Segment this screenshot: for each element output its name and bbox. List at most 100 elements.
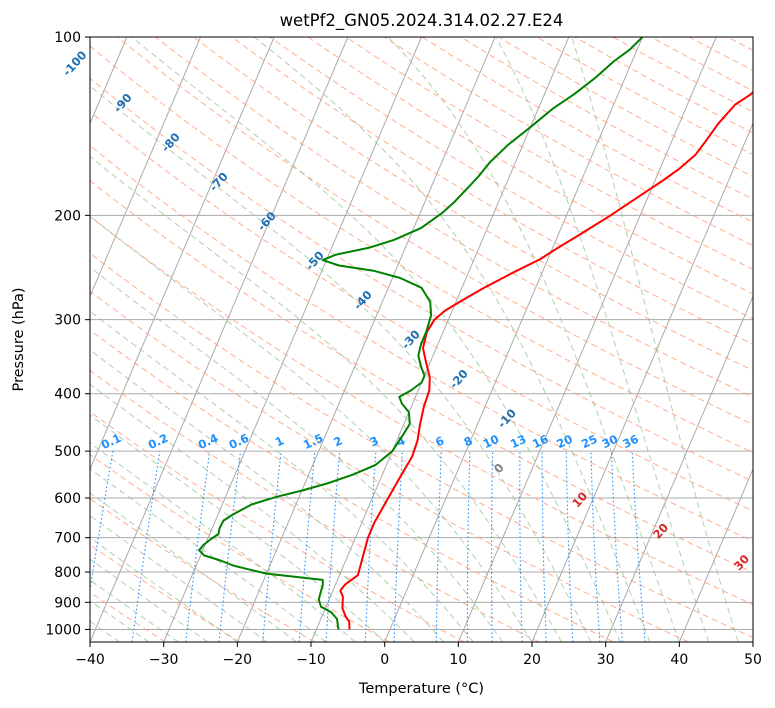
mixing-ratio-label: 6	[433, 433, 446, 449]
dry-adiabat-line	[307, 37, 753, 295]
mixing-ratio-label: 1	[273, 433, 286, 449]
isotherm-line	[310, 37, 570, 642]
y-tick-label: 600	[54, 491, 81, 507]
dry-adiabat-label: -10	[495, 406, 519, 431]
dry-adiabat-line	[90, 369, 540, 642]
mixing-ratio-label: 0.4	[196, 431, 220, 452]
x-tick-label: −10	[296, 652, 326, 668]
plot-frame	[89, 36, 754, 643]
x-tick-label: 50	[744, 652, 762, 668]
mixing-ratio-line	[631, 451, 646, 642]
dry-adiabat-label: -20	[447, 367, 471, 392]
mixing-ratio-line	[298, 451, 316, 642]
dry-adiabat-line	[90, 498, 315, 642]
mixing-ratio-label: 0.6	[227, 431, 251, 452]
dry-adiabat-line	[90, 45, 753, 454]
moist-adiabat-line	[90, 266, 503, 642]
x-tick-label: 30	[597, 652, 615, 668]
mixing-ratio-line	[0, 451, 15, 642]
dry-adiabat-line	[574, 37, 753, 134]
mixing-ratio-line	[185, 451, 211, 642]
moist-adiabat-label: 10	[569, 489, 590, 510]
mixing-ratio-label: 16	[530, 432, 550, 451]
mixing-ratio-line	[565, 451, 574, 642]
isotherm-line	[90, 37, 201, 298]
dry-adiabat-line	[90, 252, 753, 639]
mixing-ratio-label: 30	[600, 432, 620, 451]
mixing-ratio-line	[490, 451, 494, 642]
dry-adiabat-line	[231, 37, 753, 345]
moist-adiabat-line	[253, 37, 651, 642]
mixing-ratio-line	[466, 451, 471, 642]
dry-adiabat-line	[90, 215, 753, 606]
moist-adiabat-label: 0	[491, 461, 507, 476]
moist-adiabat-line	[90, 349, 444, 642]
isotherm-line	[90, 37, 275, 471]
moist-adiabat-line	[90, 492, 297, 642]
x-axis: −40 −30 −20 −10 0 10 20 30 40 50	[75, 642, 762, 668]
isotherm-line	[90, 37, 349, 642]
x-tick-label: 0	[380, 652, 389, 668]
mixing-ratio-label: 1.5	[301, 431, 325, 452]
dry-adiabat-label: -100	[60, 48, 90, 79]
moist-adiabat-line	[387, 37, 680, 642]
profile-lines	[198, 37, 753, 630]
moist-adiabat-label: 20	[650, 520, 671, 541]
line-labels: 0.1 0.2 0.4 0.6 1 1.5 2 3 4 6 8 10 13 16 20 25 30 36-100-…	[60, 48, 752, 573]
moist-adiabat-line	[495, 37, 710, 642]
moist-adiabat-label: 30	[731, 552, 752, 573]
dry-adiabat-line	[155, 37, 753, 398]
dewpoint-profile-line	[198, 37, 644, 630]
mixing-ratio-line	[590, 451, 601, 642]
mixing-ratio-label: 25	[579, 432, 599, 451]
dry-adiabat-label: -70	[207, 169, 231, 194]
x-tick-label: −30	[149, 652, 179, 668]
mixing-ratio-line	[131, 451, 161, 642]
isotherm-line	[236, 37, 496, 642]
y-tick-label: 400	[54, 387, 81, 403]
moist-adiabat-line	[90, 414, 386, 642]
x-tick-label: 20	[523, 652, 541, 668]
y-tick-label: 100	[54, 30, 81, 46]
moist-adiabat-line	[90, 310, 474, 642]
dry-adiabat-line	[90, 111, 753, 512]
mixing-ratio-label: 3	[368, 433, 381, 449]
moist-adiabat-line	[90, 537, 238, 642]
isotherm-line	[384, 37, 643, 642]
dry-adiabat-line	[269, 37, 753, 320]
mixing-ratio-label: 0.2	[146, 431, 170, 452]
x-tick-label: 10	[449, 652, 467, 668]
dry-adiabat-label: -60	[255, 209, 279, 234]
mixing-ratio-line	[262, 451, 282, 642]
mixing-ratio-label: 20	[554, 432, 574, 451]
mixing-ratio-line	[218, 451, 242, 642]
y-tick-label: 1000	[45, 622, 81, 638]
dry-adiabat-label: -40	[351, 288, 375, 313]
y-axis-label: Pressure (hPa)	[11, 287, 27, 391]
moist-adiabat-line	[571, 37, 739, 642]
dry-adiabat-label: -80	[158, 130, 182, 155]
dry-adiabat-line	[117, 37, 753, 426]
x-tick-label: −20	[223, 652, 253, 668]
y-tick-label: 200	[54, 208, 81, 224]
x-axis-label: Temperature (°C)	[358, 681, 484, 697]
mixing-ratio-line	[610, 451, 623, 642]
moist-adiabat-line	[90, 579, 179, 642]
dry-adiabat-line	[193, 37, 753, 371]
moist-adiabat-line	[90, 468, 327, 642]
isotherm-line	[457, 37, 717, 642]
mixing-ratio-label: 13	[508, 432, 528, 451]
isotherm-line	[163, 37, 422, 642]
mixing-ratio-label: 10	[481, 432, 501, 451]
dry-adiabat-line	[650, 37, 753, 92]
chart-title: wetPf2_GN05.2024.314.02.27.E24	[280, 11, 564, 31]
mixing-ratio-label: 0.1	[99, 431, 123, 452]
isotherm-line	[605, 295, 753, 642]
dry-adiabat-line	[90, 290, 689, 642]
isotherm-line	[678, 467, 753, 642]
dry-adiabat-line	[689, 37, 753, 71]
dry-adiabat-line	[90, 329, 614, 642]
dry-adiabat-line	[90, 411, 465, 642]
moist-adiabat-line	[90, 155, 562, 642]
